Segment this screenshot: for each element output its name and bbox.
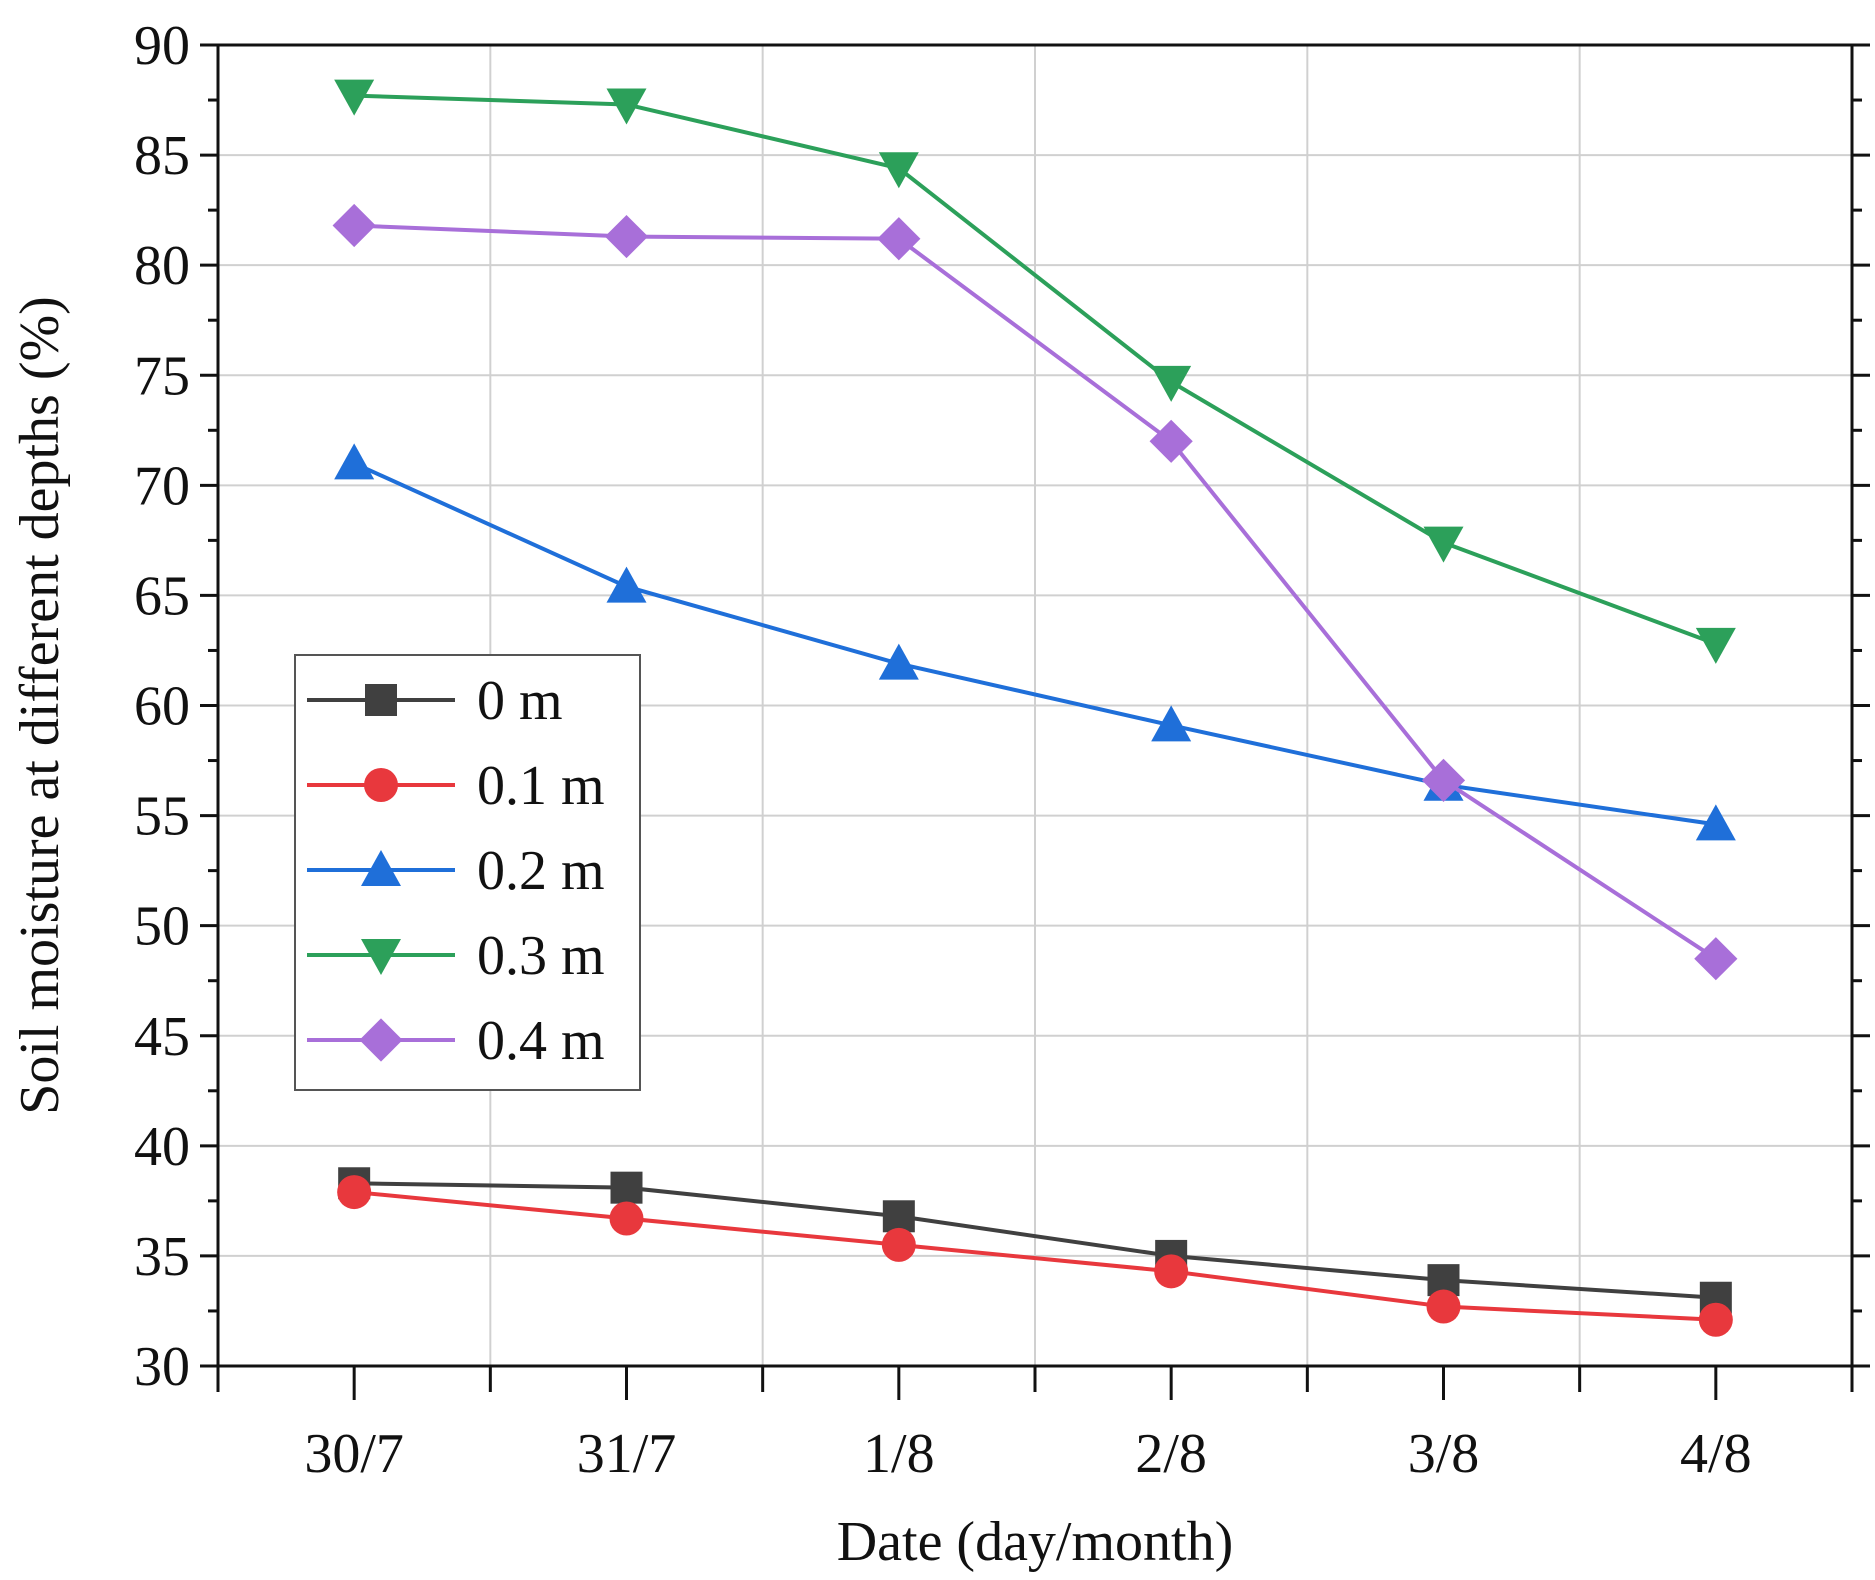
legend-box (294, 654, 641, 1091)
x-tick-labels: 30/7 31/7 1/8 2/8 3/8 4/8 (304, 1423, 1751, 1485)
legend-label: 0.1 m (477, 755, 605, 817)
legend-label: 0 m (477, 670, 563, 732)
y-tick-label: 40 (134, 1116, 190, 1178)
data-point (604, 214, 649, 259)
legend-item: 0.4 m (307, 1010, 605, 1072)
data-point (878, 152, 919, 189)
data-point (1695, 804, 1736, 841)
y-tick-label: 65 (134, 565, 190, 627)
legend-marker (361, 850, 401, 886)
data-point (877, 217, 921, 261)
data-point (606, 566, 647, 603)
y-tick-label: 80 (134, 235, 190, 297)
y-tick-label: 30 (134, 1336, 190, 1398)
data-point (332, 203, 376, 248)
y-tick-label: 55 (134, 786, 190, 848)
legend-item: 0.3 m (307, 925, 605, 987)
y-tick-label: 60 (134, 676, 190, 738)
y-tick-label: 35 (134, 1226, 190, 1288)
data-point (606, 88, 647, 125)
series-line (354, 223, 1717, 961)
data-point (609, 1201, 644, 1236)
series-line (353, 1190, 1716, 1322)
data-point (878, 643, 919, 680)
y-tick-labels: 30 35 40 45 50 55 60 65 70 75 80 85 90 (134, 15, 190, 1398)
legend-label: 0.4 m (477, 1010, 605, 1072)
data-point (610, 1171, 643, 1204)
data-point (337, 1175, 372, 1210)
series-0-3m (334, 79, 1736, 664)
legend-marker (359, 1018, 403, 1062)
legend-item: 0.2 m (307, 840, 605, 902)
legend-marker (364, 768, 398, 802)
data-point (1151, 705, 1192, 742)
data-point (334, 443, 375, 480)
series-0-4m (332, 203, 1738, 981)
data-point (1426, 1289, 1461, 1324)
series-line (353, 461, 1717, 827)
x-axis-title: Date (day/month) (837, 1511, 1234, 1573)
data-point (881, 1227, 916, 1262)
x-tick-label: 2/8 (1135, 1423, 1207, 1485)
series-group (332, 79, 1738, 1337)
y-tick-label: 85 (134, 125, 190, 187)
legend-marker (365, 684, 397, 716)
data-point (1698, 1302, 1733, 1337)
data-point (1149, 419, 1193, 463)
data-point (1421, 758, 1466, 802)
data-point (1151, 365, 1192, 402)
x-tick-label: 31/7 (577, 1423, 677, 1485)
legend-item: 0 m (307, 670, 563, 732)
y-axis-title: Soil moisture at different depths (%) (9, 296, 71, 1115)
series-0-2m (334, 443, 1736, 841)
data-point (334, 79, 375, 116)
x-tick-label: 4/8 (1680, 1423, 1752, 1485)
axis-ticks (200, 43, 1870, 1400)
y-tick-label: 90 (134, 15, 190, 77)
y-tick-label: 75 (134, 345, 190, 407)
x-tick-label: 3/8 (1408, 1423, 1480, 1485)
x-tick-label: 1/8 (863, 1423, 935, 1485)
data-point (1694, 937, 1738, 981)
legend-item: 0.1 m (307, 755, 605, 817)
legend-marker (361, 939, 401, 975)
data-point (882, 1200, 915, 1233)
y-tick-label: 45 (134, 1006, 190, 1068)
legend-label: 0.3 m (477, 925, 605, 987)
legend: 0 m 0.1 m 0.2 m 0.3 m 0.4 m (294, 654, 641, 1091)
x-tick-label: 30/7 (304, 1423, 404, 1485)
data-point (1423, 526, 1464, 563)
y-tick-label: 70 (134, 455, 190, 517)
y-tick-label: 50 (134, 896, 190, 958)
data-point (1154, 1254, 1189, 1289)
series-line (354, 1181, 1716, 1300)
series-line (354, 93, 1717, 646)
series-0-1m (337, 1175, 1733, 1337)
data-point (1695, 627, 1736, 664)
legend-label: 0.2 m (477, 840, 605, 902)
